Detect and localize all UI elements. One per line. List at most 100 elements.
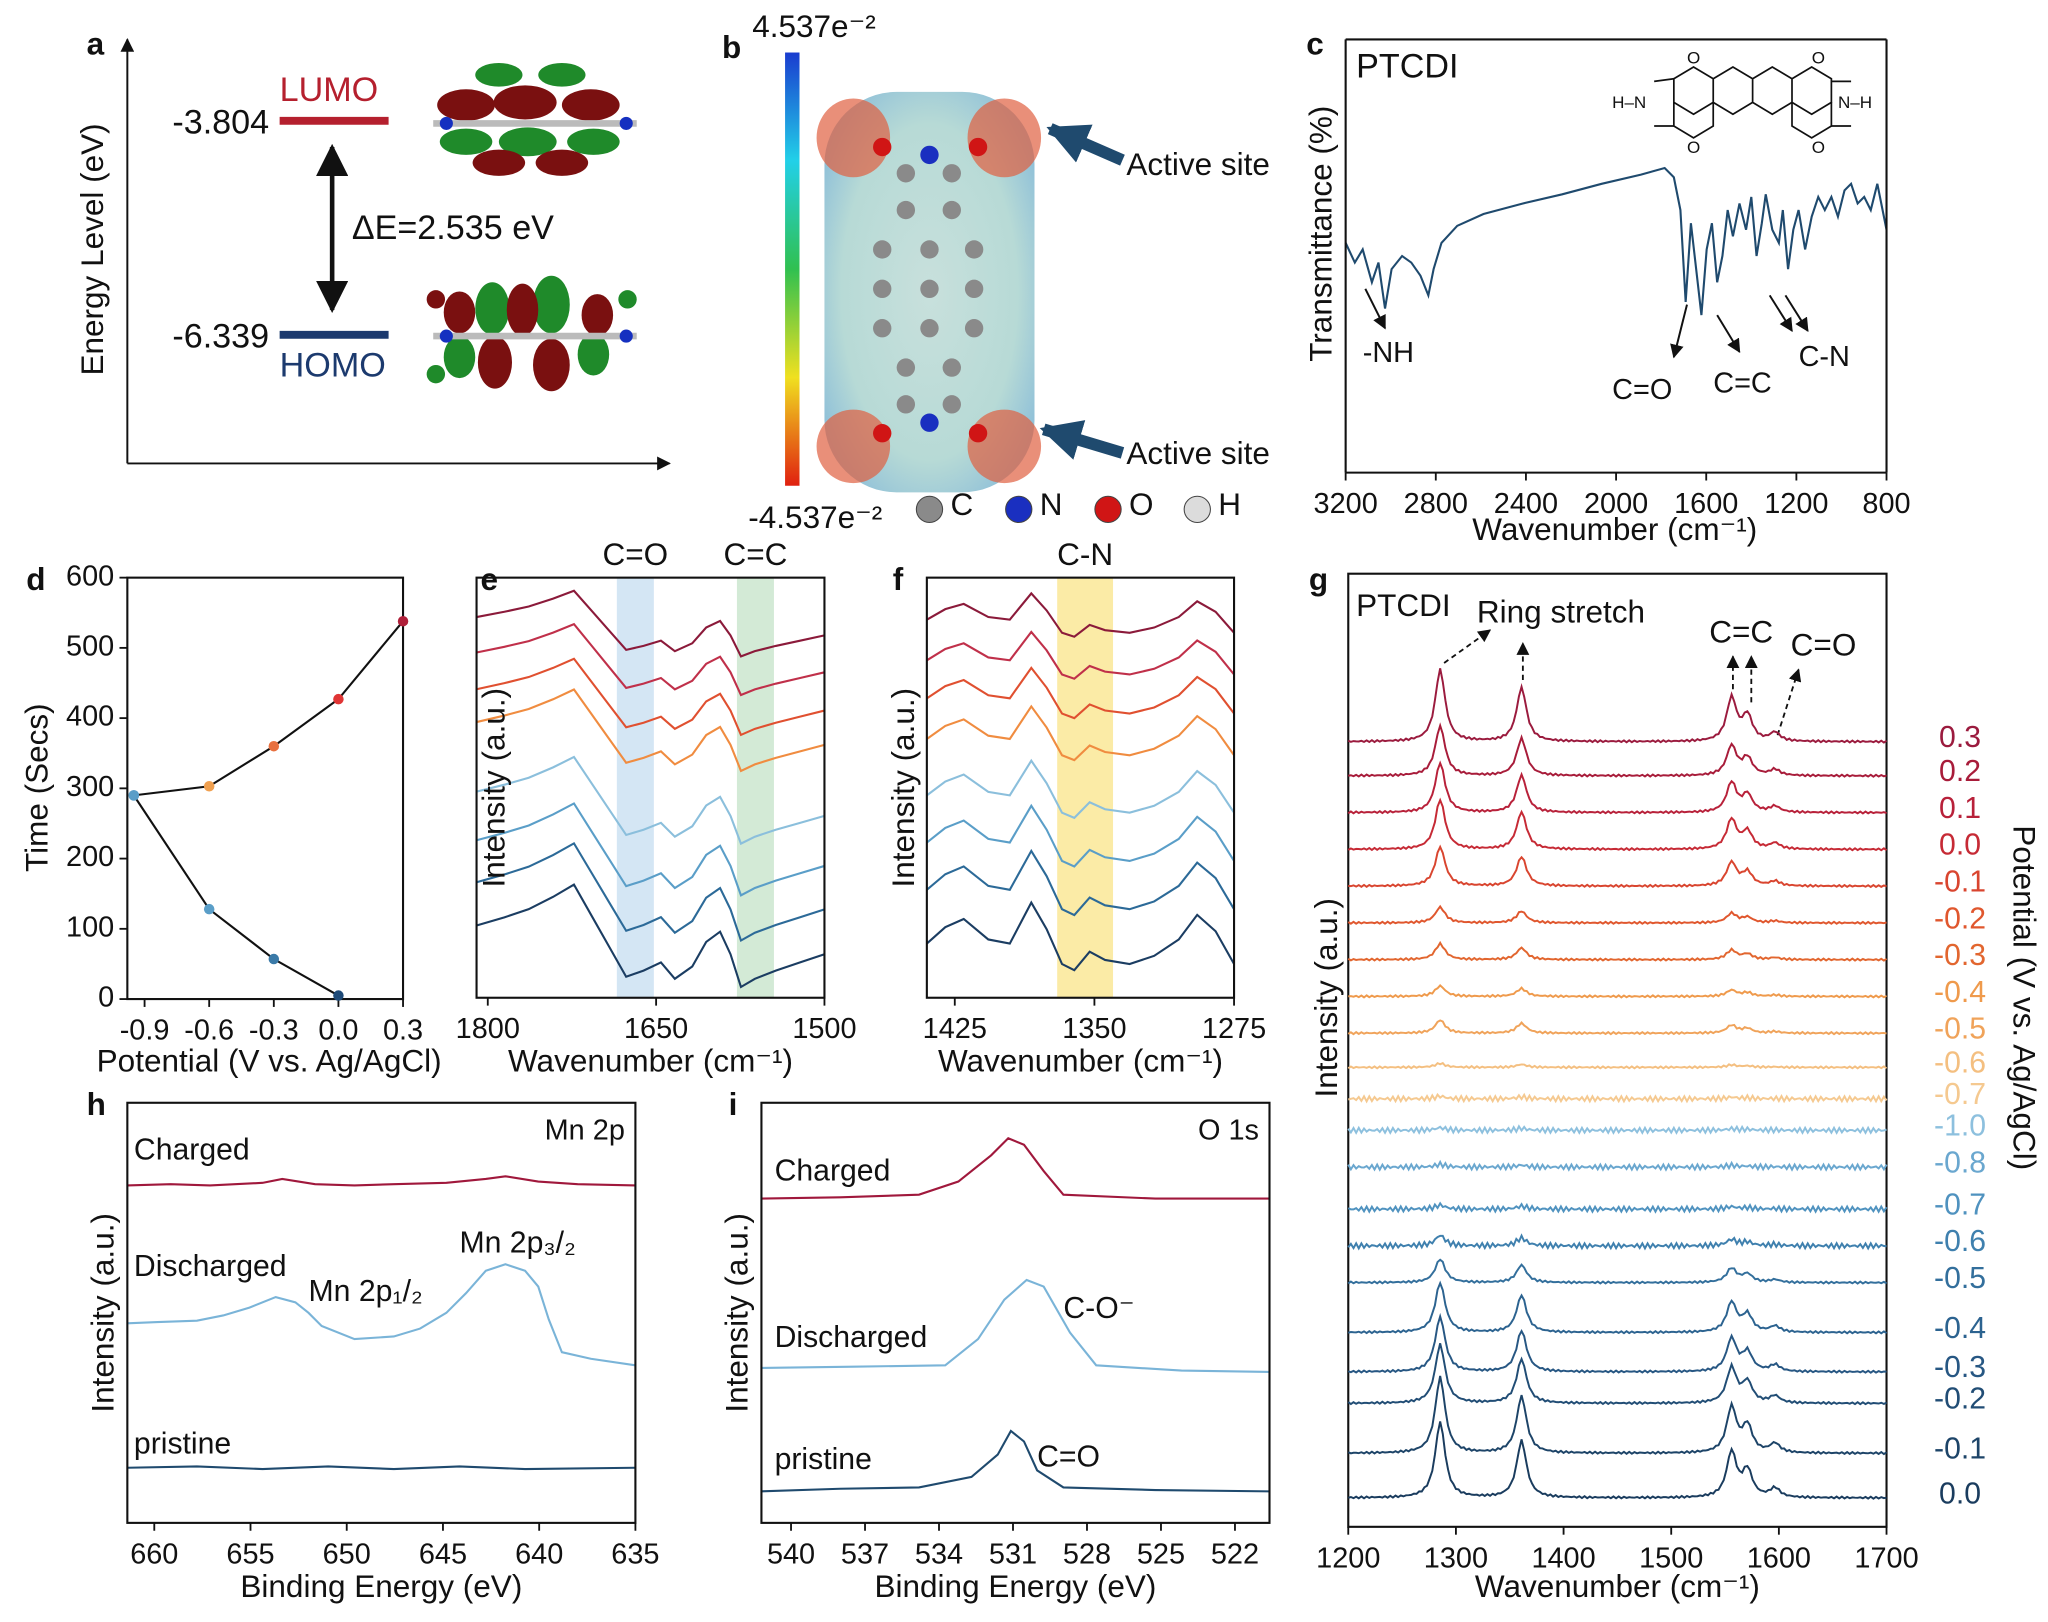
spectrum <box>476 657 825 737</box>
trace-label: 0.0 <box>1939 1477 1981 1510</box>
band <box>1057 577 1114 998</box>
structure-label: N–H <box>1838 93 1872 112</box>
trace-label: -0.7 <box>1934 1078 1986 1111</box>
spectrum <box>476 589 825 658</box>
x-tick-label: 3200 <box>1314 488 1378 520</box>
x-tick-label: 1600 <box>1747 1542 1811 1574</box>
y-axis-label: Time (Secs) <box>19 703 55 872</box>
trace-label: 0.1 <box>1939 792 1981 825</box>
spectrum <box>1347 1124 1887 1135</box>
panel-title: O 1s <box>1198 1114 1259 1146</box>
x-tick-label: -0.9 <box>120 1015 170 1047</box>
x-tick-label: 645 <box>419 1538 467 1570</box>
annotation: -NH <box>1363 337 1414 369</box>
x-tick-label: 2000 <box>1584 488 1648 520</box>
panel-title: PTCDI <box>1356 587 1451 623</box>
panel-label: b <box>722 29 741 65</box>
trace-label: -0.5 <box>1934 1013 1986 1046</box>
spectrum <box>926 758 1235 820</box>
panel-label: e <box>480 561 498 597</box>
x-tick-label: 655 <box>226 1538 274 1570</box>
spectrum <box>926 848 1235 917</box>
x-tick-label: 1350 <box>1062 1013 1126 1045</box>
spectrum <box>476 622 825 697</box>
x-tick-label: 2400 <box>1494 488 1558 520</box>
trace-label: -0.3 <box>1934 1351 1986 1384</box>
panel-title: PTCDI <box>1356 47 1458 85</box>
annotation: C=O <box>1037 1441 1100 1474</box>
trace-label: -0.3 <box>1934 939 1986 972</box>
spectrum <box>1347 668 1888 744</box>
panel-label: a <box>87 25 105 61</box>
annotation: Mn 2p₃/₂ <box>459 1227 575 1260</box>
point <box>268 953 280 965</box>
x-axis-label: Binding Energy (eV) <box>240 1568 522 1604</box>
point <box>397 615 409 627</box>
y-tick-label: 500 <box>66 631 114 663</box>
trace-label: 0.3 <box>1939 721 1981 754</box>
annotation: C=O <box>1791 627 1857 663</box>
y-axis-label: Intensity (a.u.) <box>476 688 512 888</box>
spectrum <box>1347 1280 1888 1335</box>
trace-label: -0.4 <box>1934 976 1986 1009</box>
x-tick-label: 1400 <box>1531 1542 1595 1574</box>
annotation: C-O⁻ <box>1063 1292 1134 1325</box>
x-tick-label: 534 <box>915 1538 963 1570</box>
x-tick-label: 1800 <box>456 1013 520 1045</box>
x-tick-label: 1500 <box>1639 1542 1703 1574</box>
point <box>333 990 344 1001</box>
plot-frame <box>925 576 1236 999</box>
x-tick-label: 537 <box>841 1538 889 1570</box>
panel-title: Mn 2p <box>545 1114 625 1146</box>
point <box>333 693 344 705</box>
trace-label: -0.6 <box>1934 1047 1986 1080</box>
plot-frame <box>1347 572 1888 1528</box>
band-label: C=C <box>723 536 787 572</box>
trace-label: -1.0 <box>1934 1110 1986 1143</box>
structure-label: O <box>1812 49 1825 68</box>
point <box>203 780 215 792</box>
trace-label: -0.5 <box>1934 1262 1986 1295</box>
x-tick-label: 528 <box>1063 1538 1111 1570</box>
spectrum <box>1348 722 1887 778</box>
x-axis-label: Wavenumber (cm⁻¹) <box>508 1043 793 1079</box>
x-tick-label: -0.6 <box>184 1015 234 1047</box>
x-tick-label: 800 <box>1862 488 1910 520</box>
plot-frame <box>126 576 405 1001</box>
point <box>268 740 280 752</box>
annotation: Ring stretch <box>1477 594 1645 630</box>
spectrum <box>1347 1019 1887 1036</box>
legend-label: H <box>1218 486 1241 522</box>
line <box>133 620 404 797</box>
y-tick-label: 600 <box>66 560 114 592</box>
x-tick-label: 2800 <box>1404 488 1468 520</box>
spectrum <box>1348 984 1887 999</box>
x-tick-label: 1425 <box>923 1013 987 1045</box>
legend-label: N <box>1040 486 1063 522</box>
x-tick-label: 540 <box>767 1538 815 1570</box>
x-tick-label: 1600 <box>1674 488 1738 520</box>
spectrum <box>926 666 1235 720</box>
annotation: C=C <box>1713 367 1772 399</box>
spectrum <box>476 883 825 989</box>
x-axis-label: Wavenumber (cm⁻¹) <box>1472 511 1757 547</box>
panel-label: h <box>87 1086 106 1122</box>
legend-marker <box>1094 495 1122 524</box>
annotation: Active site <box>1126 435 1270 471</box>
band <box>736 577 774 998</box>
x-tick-label: 1300 <box>1424 1542 1488 1574</box>
trace-label: -0.2 <box>1934 1383 1986 1416</box>
trace-label: -0.4 <box>1934 1312 1986 1345</box>
structure-label: O <box>1687 49 1700 68</box>
spectrum <box>476 841 825 943</box>
panel-a-axes <box>120 38 671 471</box>
scale-max: 4.537e⁻² <box>752 8 875 44</box>
legend-marker <box>915 495 944 524</box>
spectrum <box>1347 1421 1887 1500</box>
xps-curves <box>127 1136 1270 1493</box>
spectrum <box>1347 1343 1887 1406</box>
trace-label: 0.2 <box>1939 755 1981 788</box>
y-tick-label: 400 <box>66 701 114 733</box>
structure-label: O <box>1812 138 1825 157</box>
